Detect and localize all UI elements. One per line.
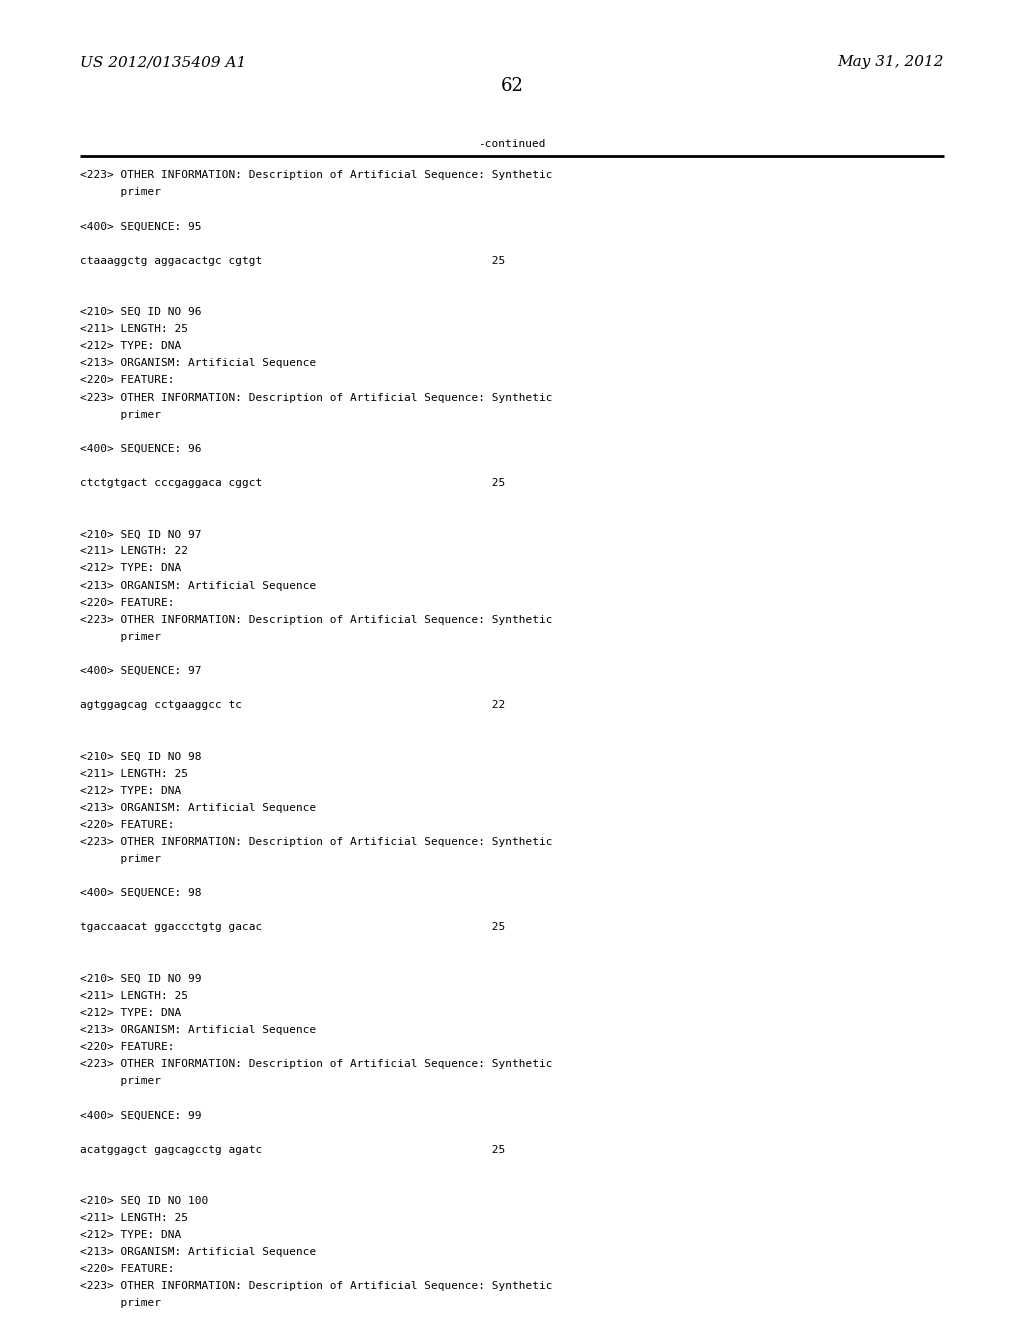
Text: <210> SEQ ID NO 96: <210> SEQ ID NO 96: [80, 308, 202, 317]
Text: <220> FEATURE:: <220> FEATURE:: [80, 598, 174, 607]
Text: <210> SEQ ID NO 99: <210> SEQ ID NO 99: [80, 974, 202, 983]
Text: <400> SEQUENCE: 96: <400> SEQUENCE: 96: [80, 444, 202, 454]
Text: <213> ORGANISM: Artificial Sequence: <213> ORGANISM: Artificial Sequence: [80, 1247, 316, 1257]
Text: <400> SEQUENCE: 97: <400> SEQUENCE: 97: [80, 667, 202, 676]
Text: <400> SEQUENCE: 95: <400> SEQUENCE: 95: [80, 222, 202, 231]
Text: US 2012/0135409 A1: US 2012/0135409 A1: [80, 55, 246, 70]
Text: <211> LENGTH: 25: <211> LENGTH: 25: [80, 1213, 187, 1224]
Text: <220> FEATURE:: <220> FEATURE:: [80, 1041, 174, 1052]
Text: <213> ORGANISM: Artificial Sequence: <213> ORGANISM: Artificial Sequence: [80, 358, 316, 368]
Text: <212> TYPE: DNA: <212> TYPE: DNA: [80, 564, 181, 573]
Text: primer: primer: [80, 1299, 161, 1308]
Text: <212> TYPE: DNA: <212> TYPE: DNA: [80, 342, 181, 351]
Text: <223> OTHER INFORMATION: Description of Artificial Sequence: Synthetic: <223> OTHER INFORMATION: Description of …: [80, 837, 552, 847]
Text: tgaccaacat ggaccctgtg gacac                                  25: tgaccaacat ggaccctgtg gacac 25: [80, 923, 505, 932]
Text: primer: primer: [80, 632, 161, 642]
Text: primer: primer: [80, 854, 161, 865]
Text: primer: primer: [80, 1076, 161, 1086]
Text: <223> OTHER INFORMATION: Description of Artificial Sequence: Synthetic: <223> OTHER INFORMATION: Description of …: [80, 170, 552, 181]
Text: <400> SEQUENCE: 98: <400> SEQUENCE: 98: [80, 888, 202, 898]
Text: <220> FEATURE:: <220> FEATURE:: [80, 820, 174, 830]
Text: primer: primer: [80, 409, 161, 420]
Text: <212> TYPE: DNA: <212> TYPE: DNA: [80, 785, 181, 796]
Text: <211> LENGTH: 22: <211> LENGTH: 22: [80, 546, 187, 556]
Text: <213> ORGANISM: Artificial Sequence: <213> ORGANISM: Artificial Sequence: [80, 803, 316, 813]
Text: primer: primer: [80, 187, 161, 198]
Text: <223> OTHER INFORMATION: Description of Artificial Sequence: Synthetic: <223> OTHER INFORMATION: Description of …: [80, 615, 552, 624]
Text: acatggagct gagcagcctg agatc                                  25: acatggagct gagcagcctg agatc 25: [80, 1144, 505, 1155]
Text: <400> SEQUENCE: 99: <400> SEQUENCE: 99: [80, 1110, 202, 1121]
Text: ctctgtgact cccgaggaca cggct                                  25: ctctgtgact cccgaggaca cggct 25: [80, 478, 505, 488]
Text: agtggagcag cctgaaggcc tc                                     22: agtggagcag cctgaaggcc tc 22: [80, 700, 505, 710]
Text: <211> LENGTH: 25: <211> LENGTH: 25: [80, 768, 187, 779]
Text: <210> SEQ ID NO 97: <210> SEQ ID NO 97: [80, 529, 202, 540]
Text: <211> LENGTH: 25: <211> LENGTH: 25: [80, 325, 187, 334]
Text: <213> ORGANISM: Artificial Sequence: <213> ORGANISM: Artificial Sequence: [80, 1026, 316, 1035]
Text: <223> OTHER INFORMATION: Description of Artificial Sequence: Synthetic: <223> OTHER INFORMATION: Description of …: [80, 392, 552, 403]
Text: <220> FEATURE:: <220> FEATURE:: [80, 375, 174, 385]
Text: 62: 62: [501, 77, 523, 95]
Text: <212> TYPE: DNA: <212> TYPE: DNA: [80, 1008, 181, 1018]
Text: <220> FEATURE:: <220> FEATURE:: [80, 1265, 174, 1274]
Text: <211> LENGTH: 25: <211> LENGTH: 25: [80, 991, 187, 1001]
Text: May 31, 2012: May 31, 2012: [838, 55, 944, 70]
Text: <223> OTHER INFORMATION: Description of Artificial Sequence: Synthetic: <223> OTHER INFORMATION: Description of …: [80, 1282, 552, 1291]
Text: <210> SEQ ID NO 98: <210> SEQ ID NO 98: [80, 751, 202, 762]
Text: ctaaaggctg aggacactgc cgtgt                                  25: ctaaaggctg aggacactgc cgtgt 25: [80, 256, 505, 265]
Text: <213> ORGANISM: Artificial Sequence: <213> ORGANISM: Artificial Sequence: [80, 581, 316, 590]
Text: <223> OTHER INFORMATION: Description of Artificial Sequence: Synthetic: <223> OTHER INFORMATION: Description of …: [80, 1059, 552, 1069]
Text: -continued: -continued: [478, 139, 546, 149]
Text: <212> TYPE: DNA: <212> TYPE: DNA: [80, 1230, 181, 1239]
Text: <210> SEQ ID NO 100: <210> SEQ ID NO 100: [80, 1196, 208, 1206]
